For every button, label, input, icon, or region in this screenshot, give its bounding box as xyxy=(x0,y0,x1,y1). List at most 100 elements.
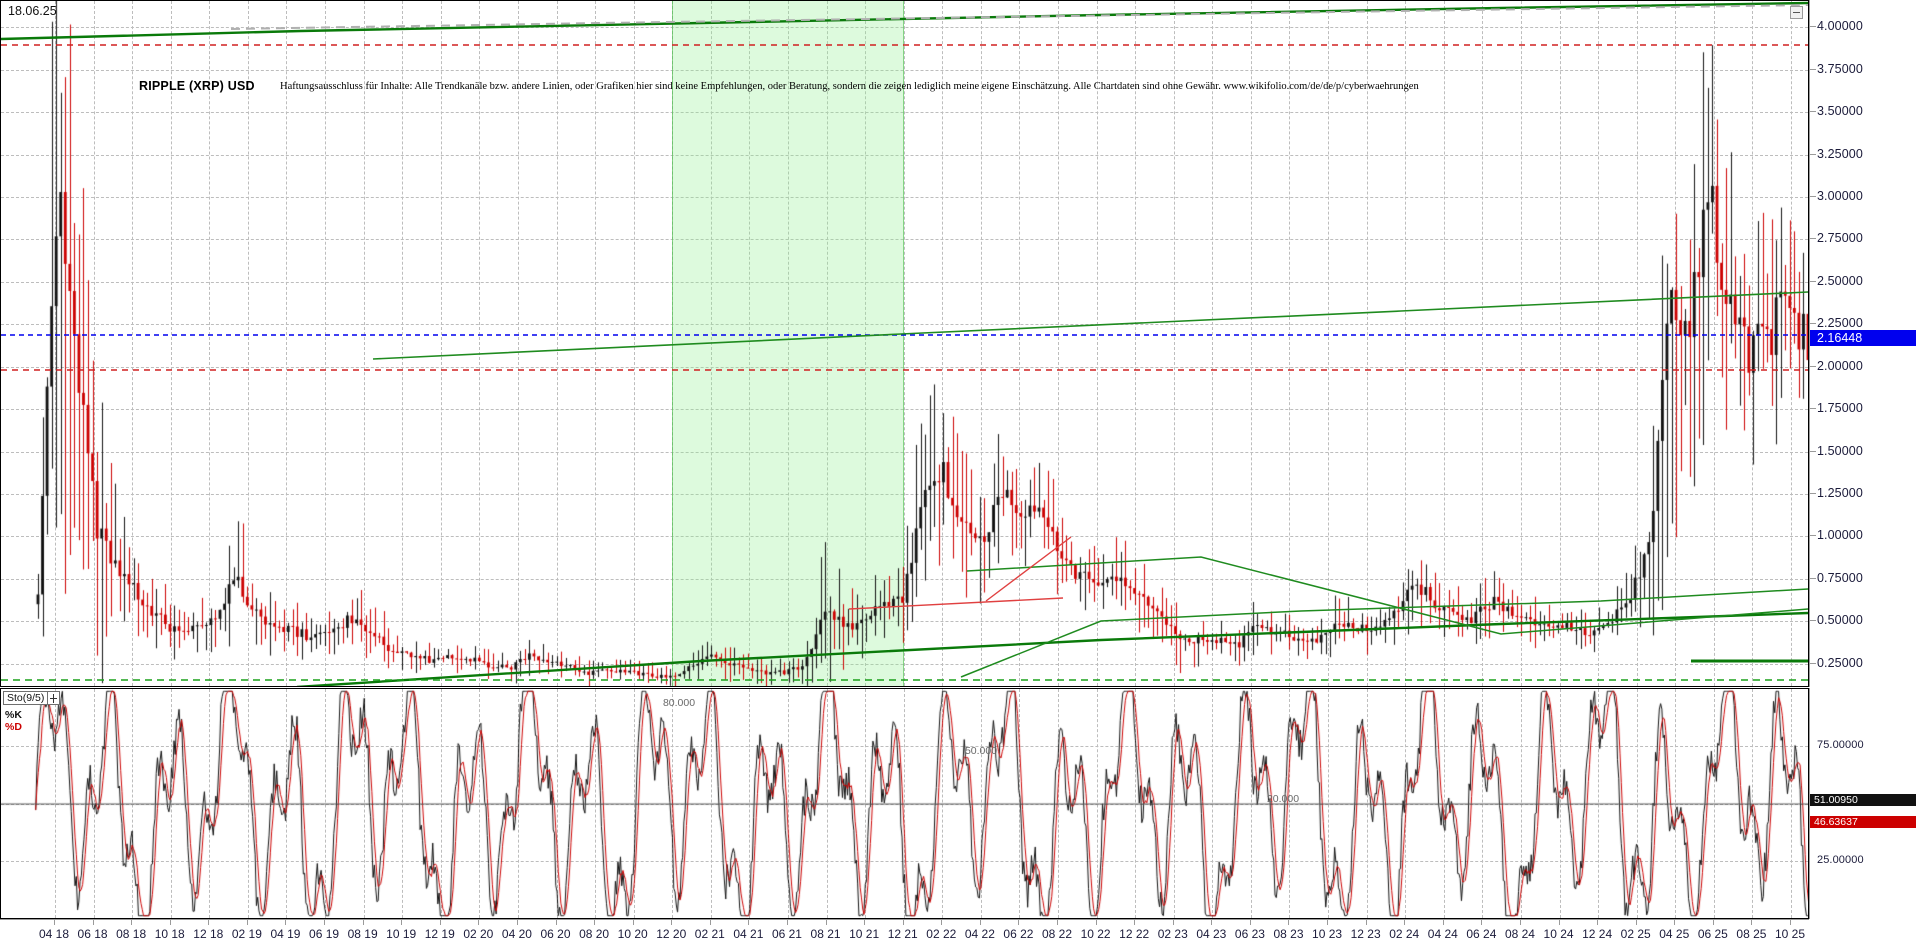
price-candlestick-series xyxy=(1,1,1808,686)
page-title: RIPPLE (XRP) USD xyxy=(139,79,255,93)
time-axis-tick xyxy=(516,920,518,925)
stochastic-level-50: 50.000 xyxy=(964,745,998,757)
time-axis-tick xyxy=(1172,920,1174,925)
axis-tick xyxy=(1810,238,1816,240)
time-axis-tick xyxy=(1519,920,1521,925)
price-axis-label: 1.75000 xyxy=(1817,401,1863,416)
stochastic-legend[interactable]: Sto(9/5) xyxy=(3,691,61,705)
time-axis-tick xyxy=(1249,920,1251,925)
time-axis-tick xyxy=(555,920,557,925)
time-axis-tick xyxy=(401,920,403,925)
time-axis-tick xyxy=(1057,920,1059,925)
time-axis-tick xyxy=(1597,920,1599,925)
time-axis-tick xyxy=(709,920,711,925)
time-axis-label: 08 19 xyxy=(347,927,378,941)
time-axis-label: 12 18 xyxy=(193,927,224,941)
price-axis-label: 0.25000 xyxy=(1817,655,1863,670)
time-axis-tick xyxy=(594,920,596,925)
time-axis-tick xyxy=(825,920,827,925)
price-axis[interactable]: 4.00000 3.75000 3.50000 3.25000 3.00000 2.750… xyxy=(1809,0,1916,687)
time-axis-label: 08 24 xyxy=(1504,927,1535,941)
time-axis-label: 08 20 xyxy=(579,927,610,941)
time-axis-label: 12 19 xyxy=(424,927,455,941)
axis-tick xyxy=(1810,195,1816,197)
time-axis-label: 08 22 xyxy=(1042,927,1073,941)
axis-tick xyxy=(1810,365,1816,367)
time-axis-tick xyxy=(208,920,210,925)
price-chart-panel[interactable]: 18.06.25 RIPPLE (XRP) USD Haftungsaussch… xyxy=(0,0,1809,687)
time-axis-label: 06 18 xyxy=(77,927,108,941)
time-axis-tick xyxy=(131,920,133,925)
time-axis-tick xyxy=(632,920,634,925)
axis-tick xyxy=(1810,450,1816,452)
time-axis-tick xyxy=(246,920,248,925)
time-axis-tick xyxy=(671,920,673,925)
axis-tick xyxy=(1810,408,1816,410)
axis-tick xyxy=(1810,111,1816,113)
axis-tick xyxy=(1810,153,1816,155)
time-axis-tick xyxy=(1134,920,1136,925)
time-axis-tick xyxy=(1365,920,1367,925)
time-axis-label: 10 25 xyxy=(1774,927,1806,941)
time-axis-tick xyxy=(478,920,480,925)
axis-tick xyxy=(1810,68,1816,70)
time-axis-tick xyxy=(941,920,943,925)
time-axis-label: 08 18 xyxy=(116,927,147,941)
axis-tick xyxy=(1810,323,1816,325)
stochastic-panel[interactable]: Sto(9/5) %K %D 80.000 50.000 20.000 xyxy=(0,688,1809,919)
stochastic-k-value-badge[interactable]: 51.00950 xyxy=(1810,794,1916,807)
time-axis-tick xyxy=(285,920,287,925)
axis-tick xyxy=(1810,280,1816,282)
time-axis-label: 04 23 xyxy=(1196,927,1227,941)
time-axis-label: 04 21 xyxy=(733,927,764,941)
time-axis-tick xyxy=(748,920,750,925)
time-axis-label: 10 21 xyxy=(849,927,880,941)
price-axis-label: 0.50000 xyxy=(1817,613,1863,628)
minimize-icon[interactable] xyxy=(1790,6,1803,19)
stochastic-level-20: 20.000 xyxy=(1266,793,1300,805)
axis-tick xyxy=(1810,662,1816,664)
price-axis-label: 2.50000 xyxy=(1817,273,1863,288)
price-axis-label: 2.75000 xyxy=(1817,231,1863,246)
time-axis-label: 02 23 xyxy=(1157,927,1188,941)
stochastic-d-label: %D xyxy=(5,721,22,733)
time-axis-label: 02 22 xyxy=(926,927,957,941)
axis-tick xyxy=(1810,620,1816,622)
price-axis-label: 3.25000 xyxy=(1817,146,1863,161)
time-axis-tick xyxy=(324,920,326,925)
disclaimer-text: Haftungsausschluss für Inhalte: Alle Tre… xyxy=(280,81,1419,92)
price-axis-label: 1.00000 xyxy=(1817,528,1863,543)
time-axis-label: 06 25 xyxy=(1697,927,1728,941)
current-price-badge[interactable]: 2.16448 xyxy=(1810,329,1916,346)
time-axis-tick xyxy=(1095,920,1097,925)
time-axis-label: 02 25 xyxy=(1620,927,1651,941)
stochastic-series xyxy=(1,689,1808,918)
time-axis-tick xyxy=(786,920,788,925)
time-axis-label: 12 21 xyxy=(887,927,918,941)
time-axis-label: 04 18 xyxy=(38,927,70,941)
time-axis[interactable]: 04 18 06 18 08 18 10 18 12 18 02 19 04 19 06 19… xyxy=(0,919,1809,948)
stochastic-k-label: %K xyxy=(5,709,22,721)
time-axis-label: 06 20 xyxy=(540,927,571,941)
time-axis-tick xyxy=(1635,920,1637,925)
time-axis-tick xyxy=(864,920,866,925)
time-axis-tick xyxy=(1211,920,1213,925)
price-axis-label: 3.00000 xyxy=(1817,188,1863,203)
time-axis-label: 10 23 xyxy=(1312,927,1343,941)
time-axis-label: 04 19 xyxy=(270,927,301,941)
time-axis-tick xyxy=(1481,920,1483,925)
date-stamp: 18.06.25 xyxy=(8,4,57,18)
price-axis-label: 1.50000 xyxy=(1817,443,1863,458)
axis-tick xyxy=(1810,577,1816,579)
time-axis-tick xyxy=(1674,920,1676,925)
stochastic-d-value-badge[interactable]: 46.63637 xyxy=(1810,816,1916,829)
stochastic-level-80: 80.000 xyxy=(662,697,696,709)
expand-icon[interactable] xyxy=(48,691,61,705)
price-axis-label: 2.00000 xyxy=(1817,358,1863,373)
time-axis-tick xyxy=(1288,920,1290,925)
price-axis-label: 0.75000 xyxy=(1817,570,1863,585)
time-axis-label: 12 22 xyxy=(1119,927,1150,941)
time-axis-tick xyxy=(169,920,171,925)
